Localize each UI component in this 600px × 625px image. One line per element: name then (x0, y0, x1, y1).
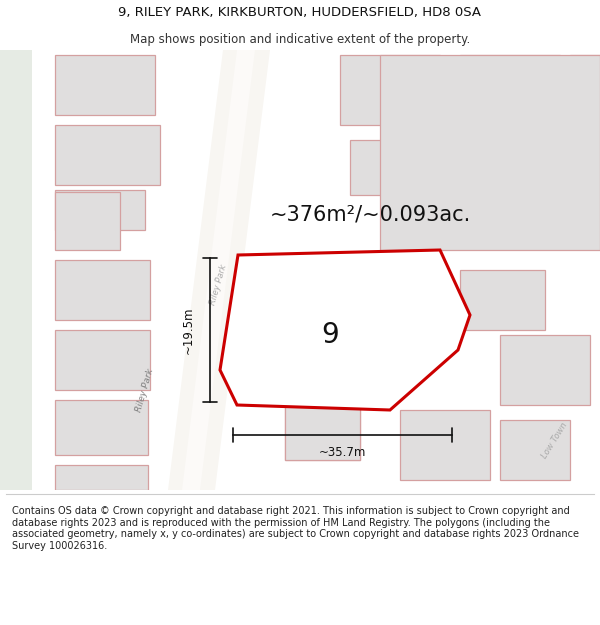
Polygon shape (220, 250, 470, 410)
Polygon shape (460, 55, 560, 105)
Polygon shape (500, 335, 590, 405)
Polygon shape (570, 55, 600, 95)
Polygon shape (285, 390, 360, 460)
Polygon shape (55, 400, 148, 455)
Polygon shape (55, 330, 150, 390)
Text: Riley Park: Riley Park (208, 264, 228, 306)
Polygon shape (380, 55, 600, 250)
Polygon shape (55, 465, 148, 490)
Polygon shape (55, 125, 160, 185)
Polygon shape (400, 410, 490, 480)
Polygon shape (168, 50, 270, 490)
Polygon shape (460, 270, 545, 330)
Polygon shape (55, 55, 155, 115)
Polygon shape (55, 190, 145, 230)
Polygon shape (340, 55, 440, 125)
Text: Map shows position and indicative extent of the property.: Map shows position and indicative extent… (130, 32, 470, 46)
Text: Riley Park: Riley Park (134, 368, 155, 413)
Polygon shape (460, 105, 600, 130)
Text: Contains OS data © Crown copyright and database right 2021. This information is : Contains OS data © Crown copyright and d… (12, 506, 579, 551)
Text: 9: 9 (321, 321, 339, 349)
Polygon shape (440, 130, 540, 180)
Text: Low Town: Low Town (541, 421, 569, 459)
Polygon shape (55, 260, 150, 320)
Text: 9, RILEY PARK, KIRKBURTON, HUDDERSFIELD, HD8 0SA: 9, RILEY PARK, KIRKBURTON, HUDDERSFIELD,… (119, 6, 482, 19)
Polygon shape (500, 420, 570, 480)
Polygon shape (182, 50, 255, 490)
Text: ~19.5m: ~19.5m (182, 306, 194, 354)
Polygon shape (285, 390, 360, 460)
Text: ~35.7m: ~35.7m (319, 446, 366, 459)
Polygon shape (350, 140, 420, 195)
Polygon shape (55, 192, 120, 250)
Text: ~376m²/~0.093ac.: ~376m²/~0.093ac. (269, 205, 470, 225)
Polygon shape (0, 50, 32, 490)
